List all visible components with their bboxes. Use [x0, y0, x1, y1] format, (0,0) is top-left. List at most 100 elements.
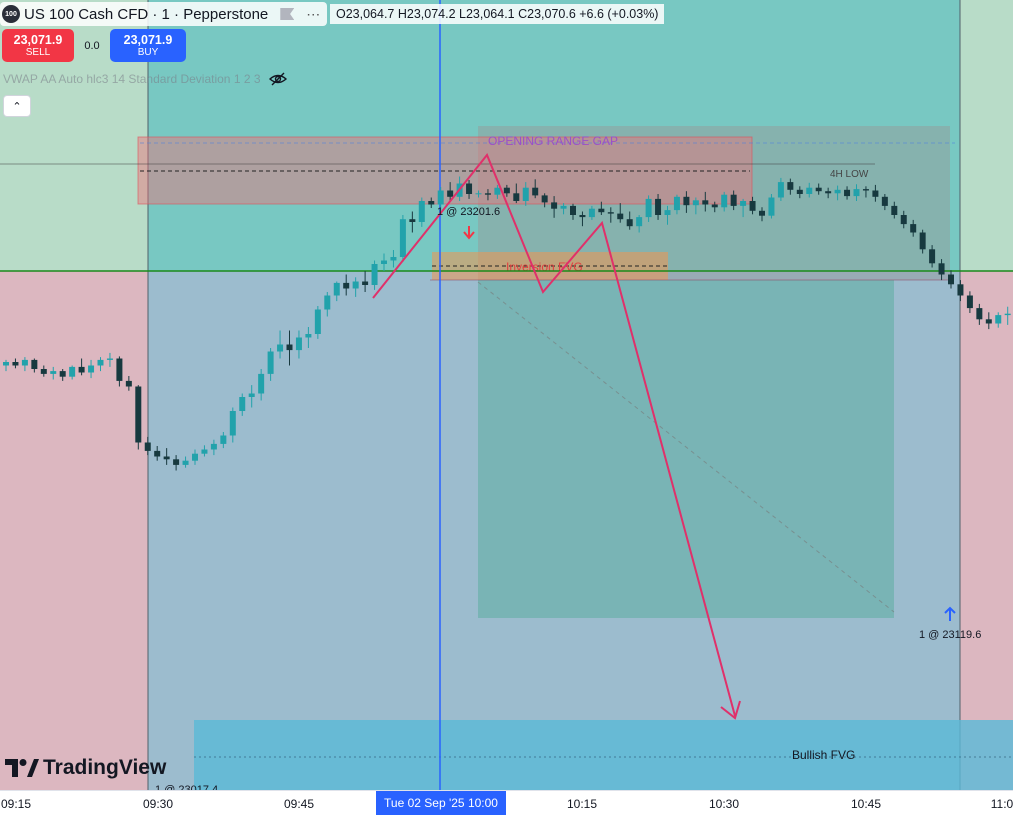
candle-body[interactable] — [390, 257, 397, 261]
candle-body[interactable] — [333, 282, 340, 296]
candle-body[interactable] — [834, 189, 841, 194]
candle-body[interactable] — [210, 443, 217, 450]
projection-path[interactable] — [372, 153, 736, 717]
candle-body[interactable] — [50, 371, 57, 374]
candle-body[interactable] — [825, 191, 832, 194]
candle-body[interactable] — [702, 200, 709, 205]
candle-body[interactable] — [352, 281, 359, 289]
candle-body[interactable] — [891, 205, 898, 215]
candle-body[interactable] — [88, 365, 95, 373]
candle-body[interactable] — [862, 189, 869, 191]
candle-body[interactable] — [409, 219, 416, 222]
candle-body[interactable] — [787, 182, 794, 190]
candle-body[interactable] — [683, 196, 690, 206]
candle-body[interactable] — [957, 284, 964, 296]
candle-body[interactable] — [938, 263, 945, 275]
candle-body[interactable] — [872, 190, 879, 197]
candle-body[interactable] — [853, 189, 860, 197]
candle-body[interactable] — [759, 210, 765, 216]
candle-body[interactable] — [673, 196, 680, 211]
buy-button[interactable]: 23,071.9 BUY — [110, 29, 186, 62]
candle-body[interactable] — [277, 344, 284, 352]
candle-body[interactable] — [740, 201, 747, 206]
candle-body[interactable] — [106, 358, 113, 360]
candle-body[interactable] — [948, 274, 954, 285]
candle-body[interactable] — [324, 295, 331, 310]
candle-body[interactable] — [626, 219, 633, 227]
candle-body[interactable] — [125, 380, 132, 387]
candle-body[interactable] — [551, 202, 558, 209]
candle-body[interactable] — [192, 453, 198, 461]
candle-body[interactable] — [154, 450, 161, 457]
candle-body[interactable] — [579, 215, 586, 218]
price-chart[interactable]: OPENING RANGE GAP 4H LOW Inversion FVG Bull… — [0, 0, 1013, 790]
candle-body[interactable] — [730, 194, 737, 206]
candle-body[interactable] — [919, 232, 926, 250]
candle-body[interactable] — [78, 366, 85, 373]
candle-body[interactable] — [749, 201, 756, 211]
candle-body[interactable] — [541, 195, 548, 203]
candle-body[interactable] — [777, 182, 784, 198]
candle-body[interactable] — [985, 319, 992, 324]
candle-body[interactable] — [607, 212, 614, 214]
more-icon[interactable]: ⋯ — [306, 5, 322, 22]
candle-body[interactable] — [97, 359, 104, 366]
candle-body[interactable] — [182, 460, 189, 465]
candle-body[interactable] — [447, 190, 454, 197]
candle-body[interactable] — [135, 386, 142, 443]
candle-body[interactable] — [258, 373, 265, 394]
candle-body[interactable] — [900, 215, 907, 225]
candle-body[interactable] — [69, 366, 76, 377]
flag-icon[interactable] — [280, 8, 295, 20]
candle-body[interactable] — [163, 456, 170, 460]
candle-body[interactable] — [295, 337, 302, 351]
collapse-button[interactable]: ⌃ — [3, 95, 31, 117]
candle-body[interactable] — [966, 295, 973, 309]
candle-body[interactable] — [1004, 313, 1011, 316]
candle-body[interactable] — [31, 359, 38, 369]
candle-body[interactable] — [21, 359, 28, 366]
candle-body[interactable] — [381, 260, 387, 265]
symbol-header[interactable]: 100 US 100 Cash CFD · 1 · Pepperstone ⋯ — [0, 2, 328, 26]
candle-body[interactable] — [664, 210, 671, 215]
candle-body[interactable] — [314, 309, 321, 335]
candle-body[interactable] — [201, 449, 208, 454]
candle-body[interactable] — [286, 344, 293, 351]
candle-body[interactable] — [239, 397, 246, 411]
candle-body[interactable] — [503, 187, 510, 194]
candle-body[interactable] — [532, 187, 539, 196]
candle-body[interactable] — [362, 281, 369, 286]
sell-button[interactable]: 23,071.9 SELL — [2, 29, 74, 62]
candle-body[interactable] — [428, 201, 435, 205]
candle-body[interactable] — [768, 197, 775, 216]
candle-body[interactable] — [475, 193, 482, 195]
candle-body[interactable] — [721, 194, 728, 208]
candle-body[interactable] — [522, 187, 529, 201]
candle-body[interactable] — [815, 187, 822, 192]
candle-body[interactable] — [484, 193, 491, 195]
candle-body[interactable] — [588, 208, 595, 218]
target-box[interactable] — [478, 280, 894, 618]
bullish-fvg-box[interactable] — [194, 720, 1013, 790]
candle-body[interactable] — [598, 208, 605, 213]
candle-body[interactable] — [12, 362, 19, 366]
candle-body[interactable] — [910, 224, 917, 233]
hidden-eye-icon[interactable] — [268, 72, 287, 86]
candle-body[interactable] — [3, 362, 9, 366]
candle-body[interactable] — [711, 204, 718, 208]
candle-body[interactable] — [636, 217, 643, 227]
candle-body[interactable] — [220, 435, 227, 444]
candle-body[interactable] — [570, 205, 576, 215]
candle-body[interactable] — [59, 371, 66, 377]
candle-body[interactable] — [144, 442, 151, 451]
candle-body[interactable] — [173, 459, 180, 465]
candle-body[interactable] — [267, 351, 274, 374]
candle-body[interactable] — [40, 369, 47, 374]
candle-body[interactable] — [645, 198, 652, 218]
candle-body[interactable] — [305, 334, 312, 338]
candle-body[interactable] — [560, 205, 567, 209]
candle-body[interactable] — [343, 282, 350, 289]
candle-body[interactable] — [881, 196, 888, 206]
candle-body[interactable] — [929, 249, 936, 264]
candle-body[interactable] — [995, 315, 1002, 324]
